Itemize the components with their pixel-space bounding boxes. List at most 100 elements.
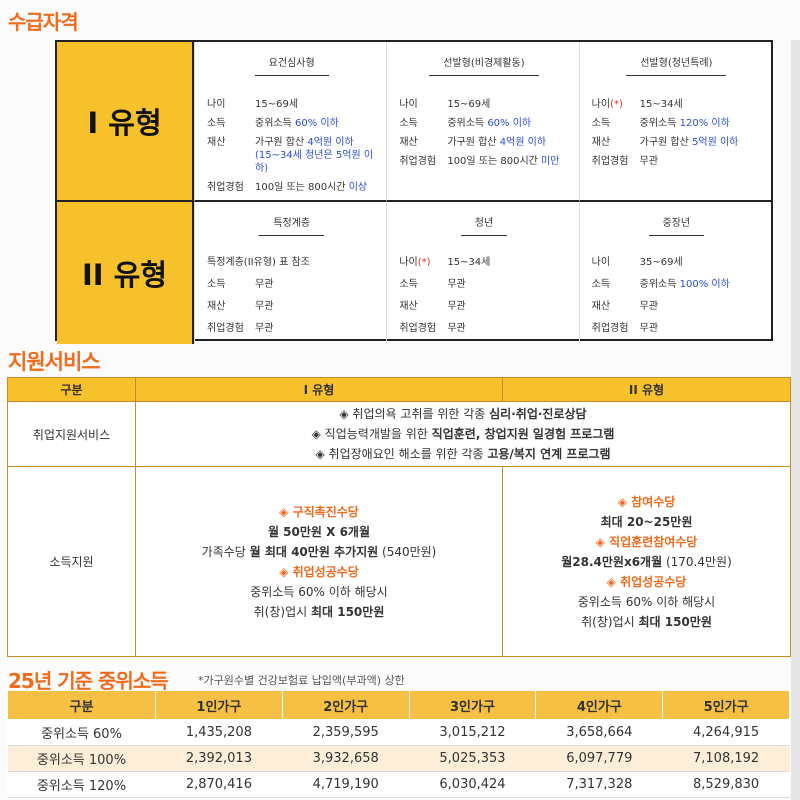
criteria-value: 중위소득 120% 이하 — [640, 117, 730, 130]
type-label: II 유형 — [57, 202, 194, 344]
text-part: 100일 또는 800시간 — [447, 156, 542, 167]
criteria-cell: 선발형(청년특례) 나이(*) 15~34세 소득 중위소득 120% 이하 재산 가구원 … — [578, 42, 771, 202]
text-part: 120% 이하 — [679, 118, 730, 129]
criteria-row: 재산 무관 — [592, 300, 761, 313]
income-row: 중위소득 100% 2,392,013 3,932,658 5,025,353 6,09… — [7, 745, 790, 772]
text-part: 재산 — [207, 301, 226, 312]
header-wrap: 요건심사형 — [207, 54, 376, 76]
text-part: 최대 150만원 — [638, 614, 712, 629]
income-table: 구분 1인가구 2인가구 3인가구 4인가구 5인가구 중위소득 60% 1,435,208 2… — [7, 690, 790, 798]
service-cell: ◈ 구직촉진수당 월 50만원 X 6개월 가족수당 월 최대 40만원 추가지원 … — [135, 466, 503, 657]
text-part: 60% 이하 — [294, 118, 339, 129]
income-cell: 1,435,208 — [155, 719, 283, 746]
criteria-label: 취업경험 — [592, 322, 640, 335]
text-part: 재산 — [591, 301, 611, 312]
text-part: 취(창)업시 — [581, 614, 639, 629]
service-cell: ◈ 참여수당 최대 20~25만원 ◈ 직업훈련참여수당 월28.4만원x6개월 (1… — [502, 466, 791, 657]
criteria-header: 중장년 — [648, 214, 705, 236]
section-title: 수급자격 — [8, 10, 79, 34]
criteria-row: 소득 중위소득 60% 이하 — [399, 117, 568, 130]
service-line: 중위소득 60% 이하 해당시 — [137, 582, 501, 602]
criteria-row: 소득 중위소득 60% 이하 — [207, 117, 376, 130]
text-part: 가구원 합산 — [639, 137, 693, 148]
criteria-value: 특정계층(II유형) 표 참조 — [207, 256, 310, 269]
criteria-value: 35~69세 — [640, 256, 683, 269]
note: *가구원수별 건강보험료 납입액(부과액) 상한 — [198, 674, 405, 687]
criteria-row: 재산 가구원 합산 4억원 이하 — [399, 136, 568, 149]
income-cell: 4,264,915 — [662, 719, 790, 746]
text-part: 중위소득 — [255, 118, 295, 129]
header-wrap: 청년 — [399, 214, 568, 236]
service-line: ◈ 직업훈련참여수당 — [504, 532, 789, 552]
text-part: 무관 — [255, 301, 274, 312]
header-wrap: 선발형(비경제활동) — [399, 54, 568, 76]
scrollbar — [791, 40, 800, 800]
text-part: 재산 — [591, 137, 611, 148]
criteria-row: 소득 중위소득 120% 이하 — [592, 117, 761, 130]
service-line: 최대 20~25만원 — [504, 512, 789, 532]
criteria-value: 무관 — [640, 300, 658, 313]
text-part: 재산 — [399, 301, 418, 312]
text-part: 4억원 이하 — [499, 137, 547, 148]
criteria-value: 무관 — [640, 155, 658, 168]
services-table: 구분 I 유형 II 유형 취업지원서비스 ◈ 취업의욕 고취를 위한 각종 심리·취업… — [7, 377, 791, 657]
header-wrap: 특정계층 — [207, 214, 376, 236]
criteria-value: 무관 — [255, 300, 273, 313]
criteria-header: 선발형(비경제활동) — [429, 54, 539, 76]
income-cell: 중위소득 100% — [7, 745, 156, 772]
income-cell: 2,359,595 — [282, 719, 410, 746]
text-part: 재산 — [207, 137, 226, 148]
header-cell: 구분 — [7, 377, 136, 402]
service-line: 가족수당 월 최대 40만원 추가지원 (540만원) — [137, 542, 501, 562]
text-part: 소득 — [591, 118, 611, 129]
text-part: ◈ 취업성공수당 — [279, 564, 359, 579]
criteria-row: 재산 가구원 합산 5억원 이하 — [592, 136, 761, 149]
criteria-row: 취업경험 100일 또는 800시간 미만 — [399, 155, 568, 168]
criteria-cell: 요건심사형 나이 15~69세 소득 중위소득 60% 이하 재산 가구원 합산 4억원 이… — [194, 42, 387, 202]
service-line: 중위소득 60% 이하 해당시 — [504, 592, 789, 612]
criteria-row: 나이 15~69세 — [399, 98, 568, 111]
criteria-label: 소득 — [592, 117, 640, 130]
text-part: ◈ 취업성공수당 — [606, 574, 687, 589]
text-part: 가족수당 — [201, 544, 250, 559]
service-row: 소득지원 ◈ 구직촉진수당 월 50만원 X 6개월 가족수당 월 최대 40만원 추… — [7, 466, 791, 657]
criteria-row: 나이(*) 15~34세 — [592, 98, 761, 111]
service-line: 월 50만원 X 6개월 — [137, 522, 501, 542]
criteria-row: 취업경험 무관 — [592, 155, 761, 168]
criteria-label: 소득 — [399, 117, 447, 130]
text-part: 소득 — [207, 118, 226, 129]
criteria-label: 소득 — [592, 278, 640, 291]
criteria-value: 무관 — [447, 322, 465, 335]
header-cell: I 유형 — [135, 377, 503, 402]
criteria-header: 청년 — [460, 214, 508, 236]
text-part: 가구원 합산 — [447, 137, 500, 148]
text-part: ◈ 취업의욕 고취를 위한 각종 — [339, 407, 490, 421]
criteria-row: 취업경험 100일 또는 800시간 이상 — [207, 181, 376, 194]
text-part: 소득 — [399, 118, 418, 129]
text-part: 최대 150만원 — [310, 604, 385, 619]
income-cell: 3,932,658 — [282, 745, 410, 772]
income-cell: 중위소득 120% — [7, 771, 156, 798]
text-part: 취업경험 — [399, 156, 437, 167]
service-cell: ◈ 취업의욕 고취를 위한 각종 심리·취업·진로상담 ◈ 직업능력개발을 위한 … — [135, 401, 791, 467]
text-part: 무관 — [639, 156, 659, 167]
text-part: 특정계층(II유형) 표 참조 — [207, 257, 310, 268]
criteria-header: 요건심사형 — [254, 54, 329, 76]
text-part: 나이 — [399, 257, 418, 268]
text-part: 월28.4만원x6개월 — [561, 554, 663, 569]
text-part: 취(창)업시 — [253, 604, 311, 619]
text-part: 나이 — [399, 99, 418, 110]
service-line: ◈ 취업성공수당 — [504, 572, 789, 592]
criteria-label: 나이 — [399, 98, 447, 111]
type-label: I 유형 — [57, 42, 194, 202]
text-part: 무관 — [639, 301, 659, 312]
text-part: 중위소득 60% 이하 해당시 — [250, 584, 388, 599]
criteria-label: 재산 — [207, 136, 255, 175]
text-part: 나이 — [591, 257, 611, 268]
income-cell: 3,658,664 — [535, 719, 663, 746]
text-part: 취업경험 — [591, 156, 629, 167]
header-cell: 3인가구 — [408, 690, 537, 720]
criteria-value: 중위소득 100% 이하 — [640, 278, 730, 291]
text-part: 15~34세 — [447, 257, 491, 268]
criteria-label: 재산 — [399, 300, 447, 313]
